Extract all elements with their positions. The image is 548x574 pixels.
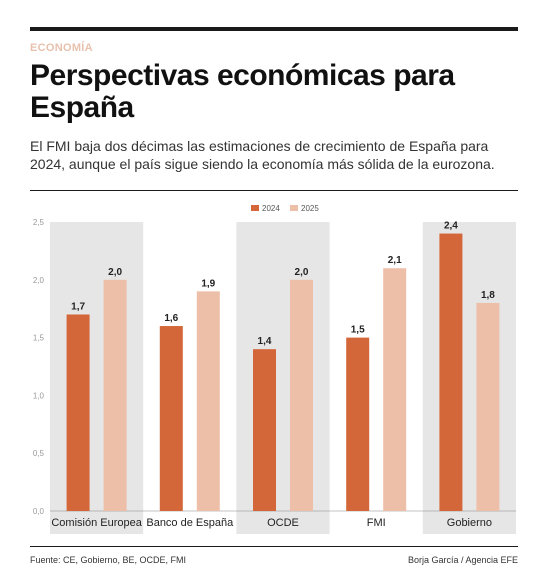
legend-swatch-2024 — [251, 205, 259, 211]
category-band — [50, 222, 144, 534]
y-tick-label: 2,5 — [33, 218, 45, 227]
page-subtitle: El FMI baja dos décimas las estimaciones… — [30, 138, 495, 172]
top-rule — [30, 27, 518, 31]
data-label: 1,9 — [201, 278, 215, 289]
y-tick-label: 1,5 — [33, 334, 45, 343]
footer-divider — [30, 546, 518, 547]
data-label: 1,7 — [71, 301, 85, 312]
bar-2025 — [476, 302, 500, 511]
legend-swatch-2025 — [290, 205, 298, 211]
bar-chart: 0,0 0,5 1,0 1,5 2,0 2,5 1,7 2,0 Comisión Europea… — [33, 204, 516, 534]
bar-2025 — [383, 268, 407, 511]
category-label: FMI — [367, 517, 386, 529]
credit-note: Borja García / Agencia EFE — [407, 555, 518, 565]
bar-2024 — [346, 337, 370, 511]
page-title: Perspectivas económicas para España — [30, 59, 455, 124]
category-band — [236, 222, 330, 534]
bar-2024 — [159, 326, 183, 511]
category-label: Banco de España — [146, 517, 234, 529]
data-label: 2,1 — [388, 255, 402, 266]
y-tick-label: 0,5 — [33, 449, 45, 458]
category-label: Comisión Europea — [51, 517, 142, 529]
category-label: Gobierno — [447, 517, 492, 529]
data-label: 1,8 — [481, 290, 495, 301]
data-label: 2,0 — [108, 267, 122, 278]
category-label: OCDE — [267, 517, 299, 529]
category-band — [422, 222, 516, 534]
y-tick-label: 0,0 — [33, 507, 45, 516]
legend-label: 2025 — [301, 204, 319, 213]
legend-label: 2024 — [262, 204, 280, 213]
bar-2024 — [439, 233, 463, 511]
y-tick-label: 1,0 — [33, 391, 45, 400]
data-label: 2,0 — [295, 267, 309, 278]
header-divider — [30, 190, 518, 191]
data-label: 1,6 — [164, 313, 178, 324]
y-tick-label: 2,0 — [33, 276, 45, 285]
data-label: 2,4 — [444, 221, 458, 232]
bar-2025 — [290, 279, 313, 511]
data-label: 1,4 — [258, 336, 272, 347]
source-note: Fuente: CE, Gobierno, BE, OCDE, FMI — [30, 555, 187, 565]
section-kicker: ECONOMÍA — [30, 42, 93, 54]
bar-2025 — [196, 291, 220, 511]
bar-2025 — [103, 279, 127, 511]
bar-2024 — [253, 349, 276, 511]
bar-2024 — [66, 314, 90, 511]
data-label: 1,5 — [351, 325, 365, 336]
